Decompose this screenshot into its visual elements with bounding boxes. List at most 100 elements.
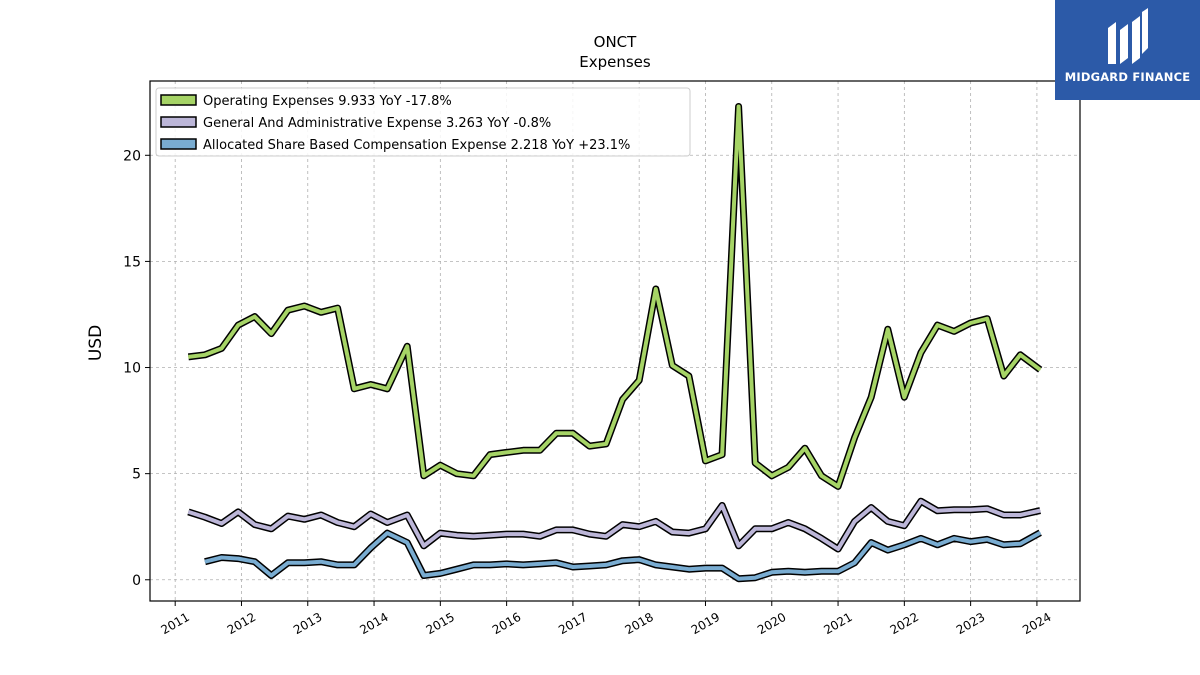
data-point (854, 437, 856, 439)
data-point (721, 454, 723, 456)
data-point (986, 508, 988, 510)
y-tick-label: 5 (132, 467, 141, 483)
data-point (423, 475, 425, 477)
logo-mark-icon (1108, 8, 1148, 64)
data-point (423, 545, 425, 547)
data-point (953, 537, 955, 539)
data-point (204, 561, 206, 563)
data-point (473, 475, 474, 477)
data-point (221, 347, 223, 349)
series-2 (187, 497, 1041, 553)
data-point (254, 561, 256, 563)
series-3 (204, 529, 1042, 583)
data-point (887, 549, 889, 551)
data-point (705, 567, 706, 569)
data-point (671, 566, 673, 568)
legend-label: Allocated Share Based Compensation Expen… (203, 138, 630, 153)
data-point (622, 524, 624, 526)
data-point (986, 318, 988, 320)
data-point (821, 570, 822, 572)
data-point (439, 572, 441, 574)
data-point (821, 537, 822, 539)
data-point (270, 528, 272, 530)
data-point (671, 364, 673, 366)
data-point (638, 379, 640, 381)
data-point (370, 513, 372, 515)
x-tick-label: 2011 (158, 610, 191, 637)
data-point (221, 557, 223, 558)
data-point (489, 454, 491, 456)
data-point (539, 449, 541, 451)
data-point (423, 575, 425, 576)
data-point (970, 509, 972, 511)
data-point (671, 531, 673, 533)
x-tick-label: 2016 (490, 610, 523, 637)
data-point (287, 309, 289, 311)
data-point (589, 445, 590, 447)
data-point (204, 516, 206, 518)
x-tick-label: 2022 (888, 610, 921, 637)
data-point (870, 396, 872, 398)
data-point (705, 460, 706, 462)
data-point (555, 562, 557, 564)
data-point (555, 432, 557, 434)
chart-subtitle: Expenses (579, 53, 651, 71)
data-point (506, 533, 508, 535)
legend-box (155, 87, 691, 157)
data-point (837, 570, 839, 572)
data-point (887, 328, 889, 330)
data-point (439, 532, 441, 534)
data-point (721, 505, 723, 506)
data-point (1003, 375, 1005, 377)
data-point (870, 507, 872, 509)
data-point (655, 520, 657, 522)
y-axis-label: USD (86, 325, 106, 361)
data-point (489, 564, 491, 566)
data-point (1039, 369, 1041, 371)
data-point (572, 529, 574, 531)
data-point (456, 568, 458, 570)
data-point (237, 558, 239, 560)
y-tick-label: 20 (123, 148, 141, 164)
logo-text: MIDGARD FINANCE (1064, 70, 1191, 84)
data-point (903, 396, 905, 398)
y-tick-label: 0 (132, 573, 141, 589)
data-point (1039, 532, 1041, 534)
data-point (787, 570, 789, 572)
data-point (920, 500, 922, 502)
y-tick-label: 10 (123, 361, 141, 377)
data-point (1039, 510, 1041, 512)
data-point (406, 514, 408, 516)
data-point (287, 562, 289, 564)
data-point (655, 288, 657, 290)
data-point (370, 384, 372, 385)
x-tick-label: 2018 (622, 610, 655, 637)
data-point (804, 447, 806, 449)
data-point (555, 529, 557, 531)
data-point (638, 559, 640, 561)
data-point (837, 485, 839, 487)
data-point (804, 571, 806, 573)
data-point (771, 475, 773, 477)
data-point (237, 511, 239, 513)
data-point (854, 562, 856, 564)
data-point (572, 432, 574, 434)
data-point (456, 473, 458, 475)
data-point (1003, 514, 1005, 516)
data-point (854, 520, 856, 522)
data-point (522, 564, 524, 566)
data-point (622, 560, 624, 562)
data-point (337, 522, 339, 523)
data-point (970, 541, 972, 543)
data-point (920, 537, 922, 539)
data-point (771, 571, 773, 573)
data-point (622, 398, 624, 400)
data-point (655, 564, 657, 566)
data-point (254, 524, 256, 526)
data-point (439, 464, 441, 466)
data-point (303, 562, 305, 564)
x-tick-label: 2013 (291, 610, 324, 637)
data-point (386, 522, 388, 523)
data-point (688, 568, 690, 570)
